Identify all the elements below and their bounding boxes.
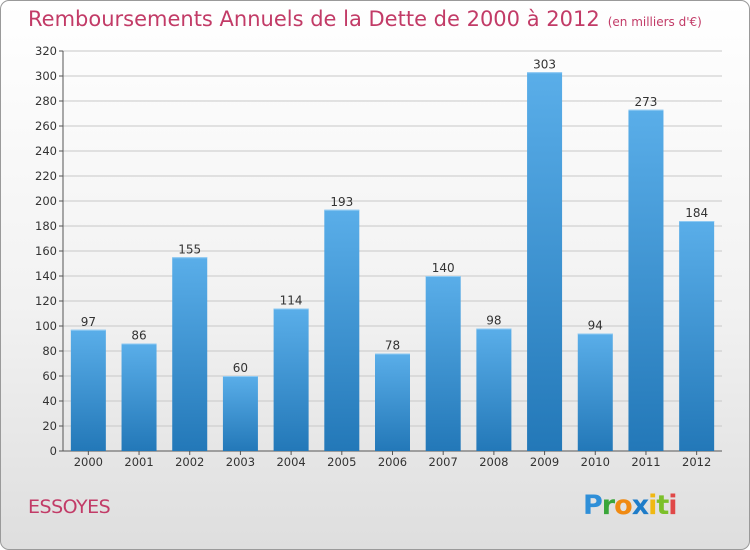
- x-tick-label: 2012: [682, 455, 711, 469]
- data-label: 193: [330, 195, 353, 209]
- data-label: 78: [385, 339, 400, 353]
- x-tick-label: 2006: [378, 455, 407, 469]
- data-label: 97: [81, 315, 96, 329]
- proxiti-logo[interactable]: Proxiti: [583, 490, 678, 521]
- x-tick-label: 2001: [124, 455, 153, 469]
- bar: [70, 329, 106, 451]
- logo-letter: t: [656, 490, 669, 521]
- logo-letter: i: [668, 490, 677, 521]
- y-tick-label: 320: [35, 44, 57, 58]
- tick-labels: 0 20 40 60 80 100 120 140 160 180 200 220 240 260 280 3…: [35, 44, 711, 469]
- y-tick-label: 160: [35, 244, 57, 258]
- chart-title-text: Remboursements Annuels de la Dette de 20…: [28, 7, 600, 31]
- y-tick-label: 280: [35, 94, 57, 108]
- data-labels: 97 86 155 60 114 193 78 140 98 303 94 273 184: [81, 57, 708, 375]
- data-label: 98: [486, 314, 501, 328]
- x-tick-label: 2009: [530, 455, 559, 469]
- x-tick-label: 2008: [479, 455, 508, 469]
- x-tick-label: 2007: [429, 455, 458, 469]
- bar: [679, 221, 715, 451]
- logo-letter: P: [583, 490, 603, 521]
- y-tick-label: 140: [35, 269, 57, 283]
- y-tick-label: 60: [42, 369, 57, 383]
- x-tick-label: 2010: [581, 455, 610, 469]
- logo-letter: o: [614, 490, 633, 521]
- y-tick-label: 240: [35, 144, 57, 158]
- logo-letter: r: [601, 490, 615, 521]
- y-tick-label: 300: [35, 69, 57, 83]
- data-label: 303: [533, 57, 556, 71]
- bar: [628, 109, 664, 451]
- bar: [476, 328, 512, 451]
- data-label: 94: [588, 319, 603, 333]
- x-tick-label: 2000: [74, 455, 103, 469]
- y-tick-label: 200: [35, 194, 57, 208]
- data-label: 60: [233, 361, 248, 375]
- commune-name: ESSOYES: [28, 496, 111, 518]
- bar: [121, 343, 157, 451]
- data-label: 155: [178, 242, 201, 256]
- bar: [324, 209, 360, 451]
- data-label: 86: [131, 329, 146, 343]
- logo-letter: i: [648, 490, 657, 521]
- y-tick-label: 180: [35, 219, 57, 233]
- bar: [375, 353, 410, 451]
- chart-subtitle: (en milliers d'€): [607, 15, 702, 29]
- x-tick-label: 2005: [327, 455, 356, 469]
- y-tick-label: 80: [42, 344, 57, 358]
- y-tick-label: 220: [35, 169, 57, 183]
- x-tick-label: 2002: [175, 455, 204, 469]
- y-tick-label: 20: [42, 419, 57, 433]
- y-tick-label: 120: [35, 294, 57, 308]
- x-tick-label: 2011: [631, 455, 660, 469]
- chart-title: Remboursements Annuels de la Dette de 20…: [28, 7, 702, 31]
- logo-letter: x: [631, 490, 649, 521]
- bar: [425, 276, 461, 451]
- data-label: 114: [280, 294, 303, 308]
- x-tick-label: 2004: [276, 455, 305, 469]
- bar: [577, 333, 613, 451]
- bar: [273, 308, 309, 451]
- data-label: 184: [685, 206, 708, 220]
- y-tick-label: 40: [42, 394, 57, 408]
- y-tick-label: 100: [35, 319, 57, 333]
- y-tick-label: 260: [35, 119, 57, 133]
- x-tick-label: 2003: [226, 455, 255, 469]
- bar: [527, 72, 563, 451]
- data-label: 140: [432, 261, 455, 275]
- bar: [222, 376, 258, 451]
- y-tick-label: 0: [50, 444, 57, 458]
- data-label: 273: [635, 95, 658, 109]
- bar: [172, 257, 208, 451]
- bars: [70, 72, 715, 451]
